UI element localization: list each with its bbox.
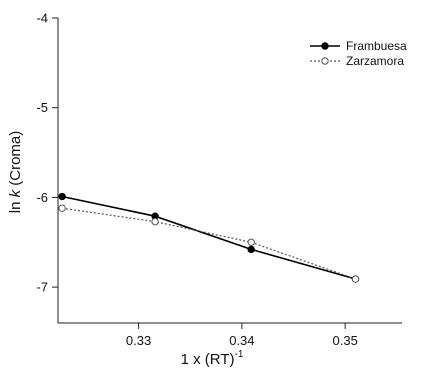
data-point-zarzamora: [351, 275, 360, 283]
data-point-zarzamora: [58, 204, 66, 212]
x-axis-label-superscript: -1: [235, 349, 244, 360]
y-ticks: -4 -5 -6 -7: [36, 11, 58, 295]
y-tick-label: -5: [36, 100, 48, 115]
y-axis-label-prefix: ln: [7, 197, 24, 213]
y-tick-label: -4: [36, 11, 48, 26]
data-point-frambuesa: [247, 245, 255, 254]
x-ticks: 0.33 0.34 0.35: [126, 323, 358, 348]
x-tick-label: 0.33: [126, 333, 151, 348]
y-axis-label-suffix: (Croma): [7, 131, 24, 190]
x-axis-label: 1 x (RT)-1: [181, 349, 244, 368]
legend: Frambuesa Zarzamora: [310, 39, 407, 68]
y-axis-label-italic: k: [7, 188, 24, 197]
data-point-zarzamora: [247, 238, 255, 246]
legend-marker-zarzamora: [321, 57, 329, 65]
series-line-frambuesa: [61, 195, 356, 280]
x-tick-label: 0.34: [229, 333, 254, 348]
legend-label-frambuesa: Frambuesa: [346, 39, 407, 53]
y-tick-label: -6: [36, 190, 48, 205]
y-axis-label: ln k (Croma): [7, 131, 24, 214]
data-point-zarzamora: [151, 217, 159, 226]
legend-marker-frambuesa: [321, 42, 329, 50]
axes: [57, 18, 402, 324]
series-line-zarzamora: [62, 207, 356, 280]
series-layer: [58, 192, 360, 283]
x-axis-label-base: 1 x (RT): [181, 351, 235, 368]
y-tick-label: -7: [36, 280, 48, 295]
data-point-frambuesa: [58, 192, 66, 201]
legend-label-zarzamora: Zarzamora: [346, 54, 404, 68]
x-tick-label: 0.35: [333, 333, 358, 348]
